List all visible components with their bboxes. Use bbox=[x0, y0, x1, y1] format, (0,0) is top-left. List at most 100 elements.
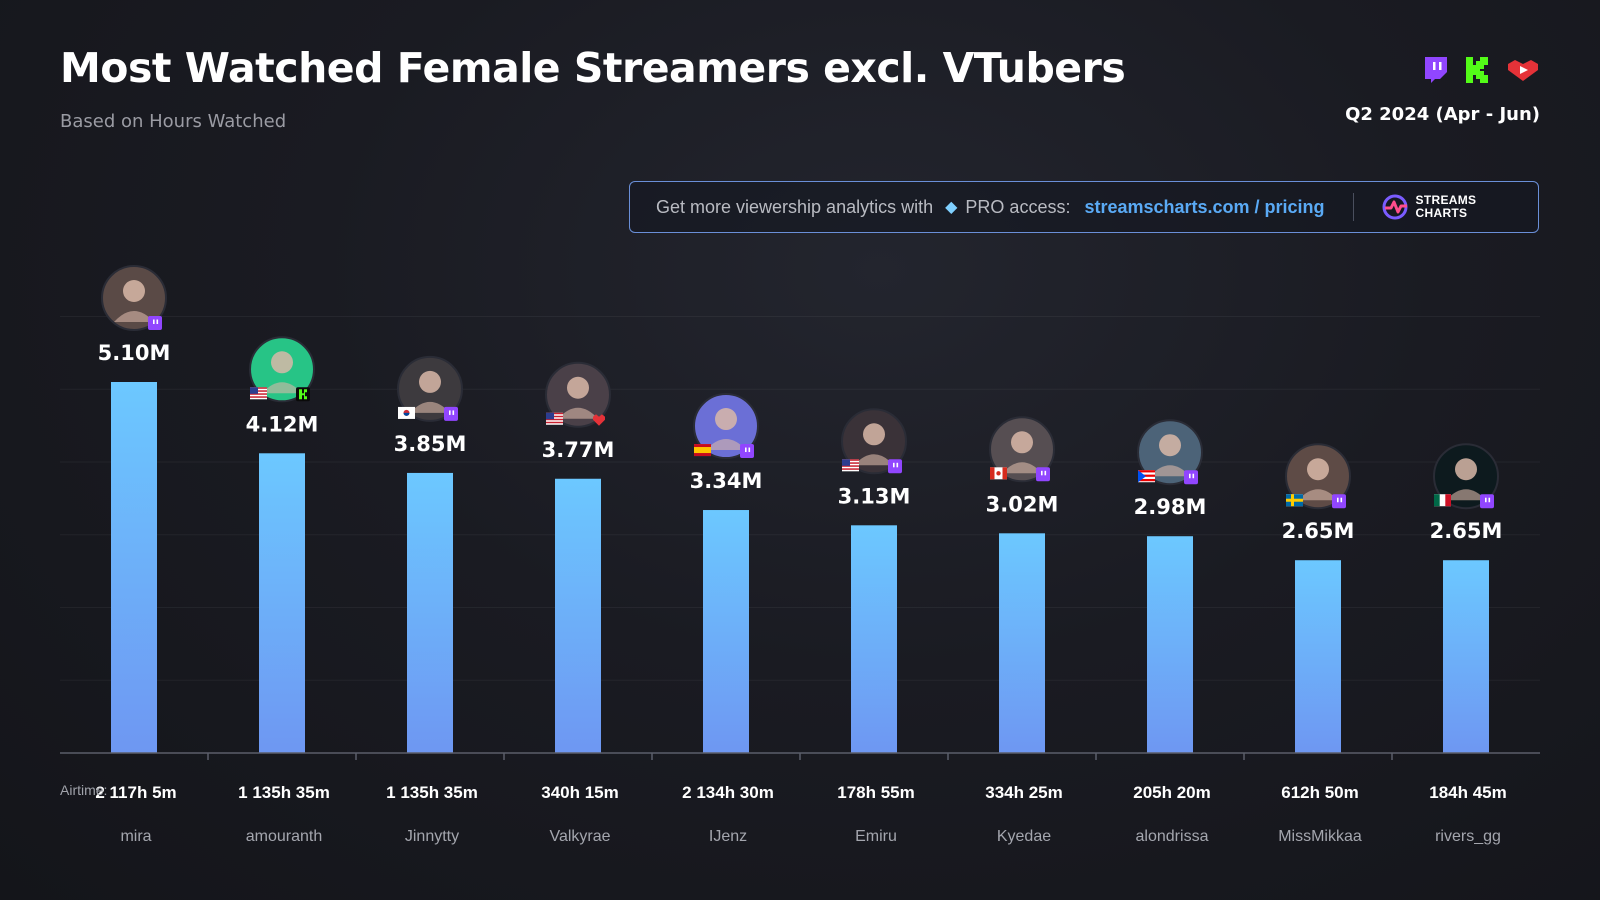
bar bbox=[111, 382, 157, 753]
flag-stripe bbox=[1138, 479, 1155, 482]
flag-stripe bbox=[546, 412, 563, 415]
flag-canton bbox=[546, 412, 554, 420]
badge-glyph bbox=[1189, 473, 1191, 479]
avatar-shoulders bbox=[1002, 462, 1042, 474]
brand-line-2: CHARTS bbox=[1415, 206, 1468, 220]
streamer-name: IJenz bbox=[709, 828, 747, 845]
page-title: Most Watched Female Streamers excl. VTub… bbox=[60, 44, 1126, 92]
streamer-avatar-Jinnytty bbox=[397, 355, 463, 422]
badge-bg bbox=[1184, 470, 1198, 485]
badge-glyph bbox=[748, 447, 751, 453]
airtime-label: Airtime: bbox=[60, 782, 108, 798]
flag-kr-icon bbox=[398, 406, 415, 419]
flag-mx-icon bbox=[1434, 494, 1451, 507]
value-label: 3.34M bbox=[690, 469, 763, 493]
avatar-shoulders bbox=[1298, 489, 1338, 501]
avatar-face bbox=[715, 408, 737, 431]
badge-bg bbox=[888, 459, 902, 474]
diamond-icon: ◆ bbox=[945, 199, 958, 216]
x-axis bbox=[60, 752, 1540, 760]
chart-bars bbox=[111, 382, 1489, 753]
badge-glyph bbox=[593, 414, 605, 426]
badge-glyph bbox=[896, 462, 899, 468]
youtube-icon bbox=[1508, 60, 1538, 81]
badge-bg bbox=[1036, 467, 1050, 482]
badge-glyph bbox=[1485, 497, 1487, 503]
streamer-avatar-mira bbox=[101, 265, 167, 331]
avatar-shoulders bbox=[262, 382, 302, 394]
twitch-badge-icon bbox=[1480, 494, 1494, 509]
value-label: 3.02M bbox=[986, 492, 1059, 516]
badge-glyph bbox=[452, 410, 455, 415]
flag-stripe bbox=[250, 396, 267, 398]
streamer-avatar-IJenz bbox=[693, 393, 759, 460]
value-label: 5.10M bbox=[98, 341, 171, 365]
airtime-value: 184h 45m bbox=[1429, 783, 1507, 802]
twitch-badge-icon bbox=[1184, 470, 1198, 485]
badge-glyph bbox=[745, 447, 747, 453]
value-label: 2.98M bbox=[1134, 495, 1207, 519]
flag-stripe bbox=[1138, 474, 1155, 477]
period-label: Q2 2024 (Apr - Jun) bbox=[1345, 104, 1540, 125]
streamer-avatar-alondrissa bbox=[1137, 419, 1203, 486]
value-label: 3.85M bbox=[394, 432, 467, 456]
avatar-shoulders bbox=[114, 311, 154, 322]
badge-glyph bbox=[893, 462, 895, 468]
flag-es-icon bbox=[694, 444, 711, 457]
bar bbox=[1147, 536, 1193, 753]
pricing-link[interactable]: streamscharts.com / pricing bbox=[1084, 196, 1325, 217]
airtime-value: 205h 20m bbox=[1133, 783, 1211, 802]
badge-glyph bbox=[449, 410, 451, 415]
twitch-badge-icon bbox=[1036, 467, 1050, 482]
streamer-name: Valkyrae bbox=[549, 828, 610, 845]
twitch-badge-icon bbox=[740, 444, 754, 459]
value-label: 3.13M bbox=[838, 484, 911, 508]
kick-badge-icon bbox=[296, 387, 310, 402]
promo-banner[interactable]: Get more viewership analytics with ◆ PRO… bbox=[629, 181, 1539, 233]
flag-band-center bbox=[694, 447, 711, 454]
avatar-face bbox=[1307, 458, 1329, 481]
flag-stripe bbox=[1138, 470, 1155, 473]
airtime-value: 178h 55m bbox=[837, 783, 915, 802]
badge-bg bbox=[740, 444, 754, 459]
flag-stripe bbox=[546, 415, 563, 418]
avatar-face bbox=[1011, 431, 1033, 454]
value-label: 3.77M bbox=[542, 438, 615, 462]
flag-stripe bbox=[546, 421, 563, 424]
badge-glyph bbox=[153, 319, 155, 324]
flag-band bbox=[1445, 494, 1451, 507]
page-subtitle: Based on Hours Watched bbox=[60, 111, 287, 132]
kick-icon bbox=[1466, 57, 1488, 83]
badge-glyph bbox=[156, 319, 159, 324]
airtime-value: 340h 15m bbox=[541, 783, 619, 802]
bar bbox=[259, 453, 305, 753]
avatar-shoulders bbox=[410, 401, 450, 413]
flag-stripe bbox=[250, 390, 267, 392]
bar bbox=[703, 510, 749, 753]
avatar-face bbox=[1455, 458, 1477, 481]
flag-canton bbox=[842, 459, 850, 466]
badge-glyph bbox=[1340, 497, 1343, 503]
streamer-avatar-rivers_gg bbox=[1433, 443, 1499, 510]
badge-bg bbox=[1480, 494, 1494, 509]
streams-charts-logo: STREAMS CHARTS bbox=[1380, 194, 1477, 220]
flag-band bbox=[1434, 494, 1440, 507]
streams-charts-icon bbox=[1382, 194, 1408, 220]
flag-stripe bbox=[842, 468, 859, 470]
avatar-face bbox=[863, 423, 885, 446]
flag-emblem-half bbox=[403, 412, 410, 416]
youtube-badge-icon bbox=[593, 414, 605, 426]
twitch-badge-icon bbox=[444, 406, 458, 421]
streamer-name: MissMikkaa bbox=[1278, 828, 1362, 845]
airtime-value: 612h 50m bbox=[1281, 783, 1359, 802]
flag-pr-icon bbox=[1138, 470, 1155, 483]
avatar-face bbox=[567, 376, 589, 399]
airtime-value: 1 135h 35m bbox=[386, 783, 478, 802]
streamer-avatar-Valkyrae bbox=[545, 361, 611, 428]
streamer-name: rivers_gg bbox=[1435, 828, 1501, 845]
value-label: 4.12M bbox=[246, 412, 319, 436]
pro-access-text: PRO access: bbox=[965, 196, 1071, 217]
value-label: 2.65M bbox=[1282, 519, 1355, 543]
avatar-shoulders bbox=[558, 407, 598, 419]
streamer-name: Jinnytty bbox=[405, 828, 459, 845]
